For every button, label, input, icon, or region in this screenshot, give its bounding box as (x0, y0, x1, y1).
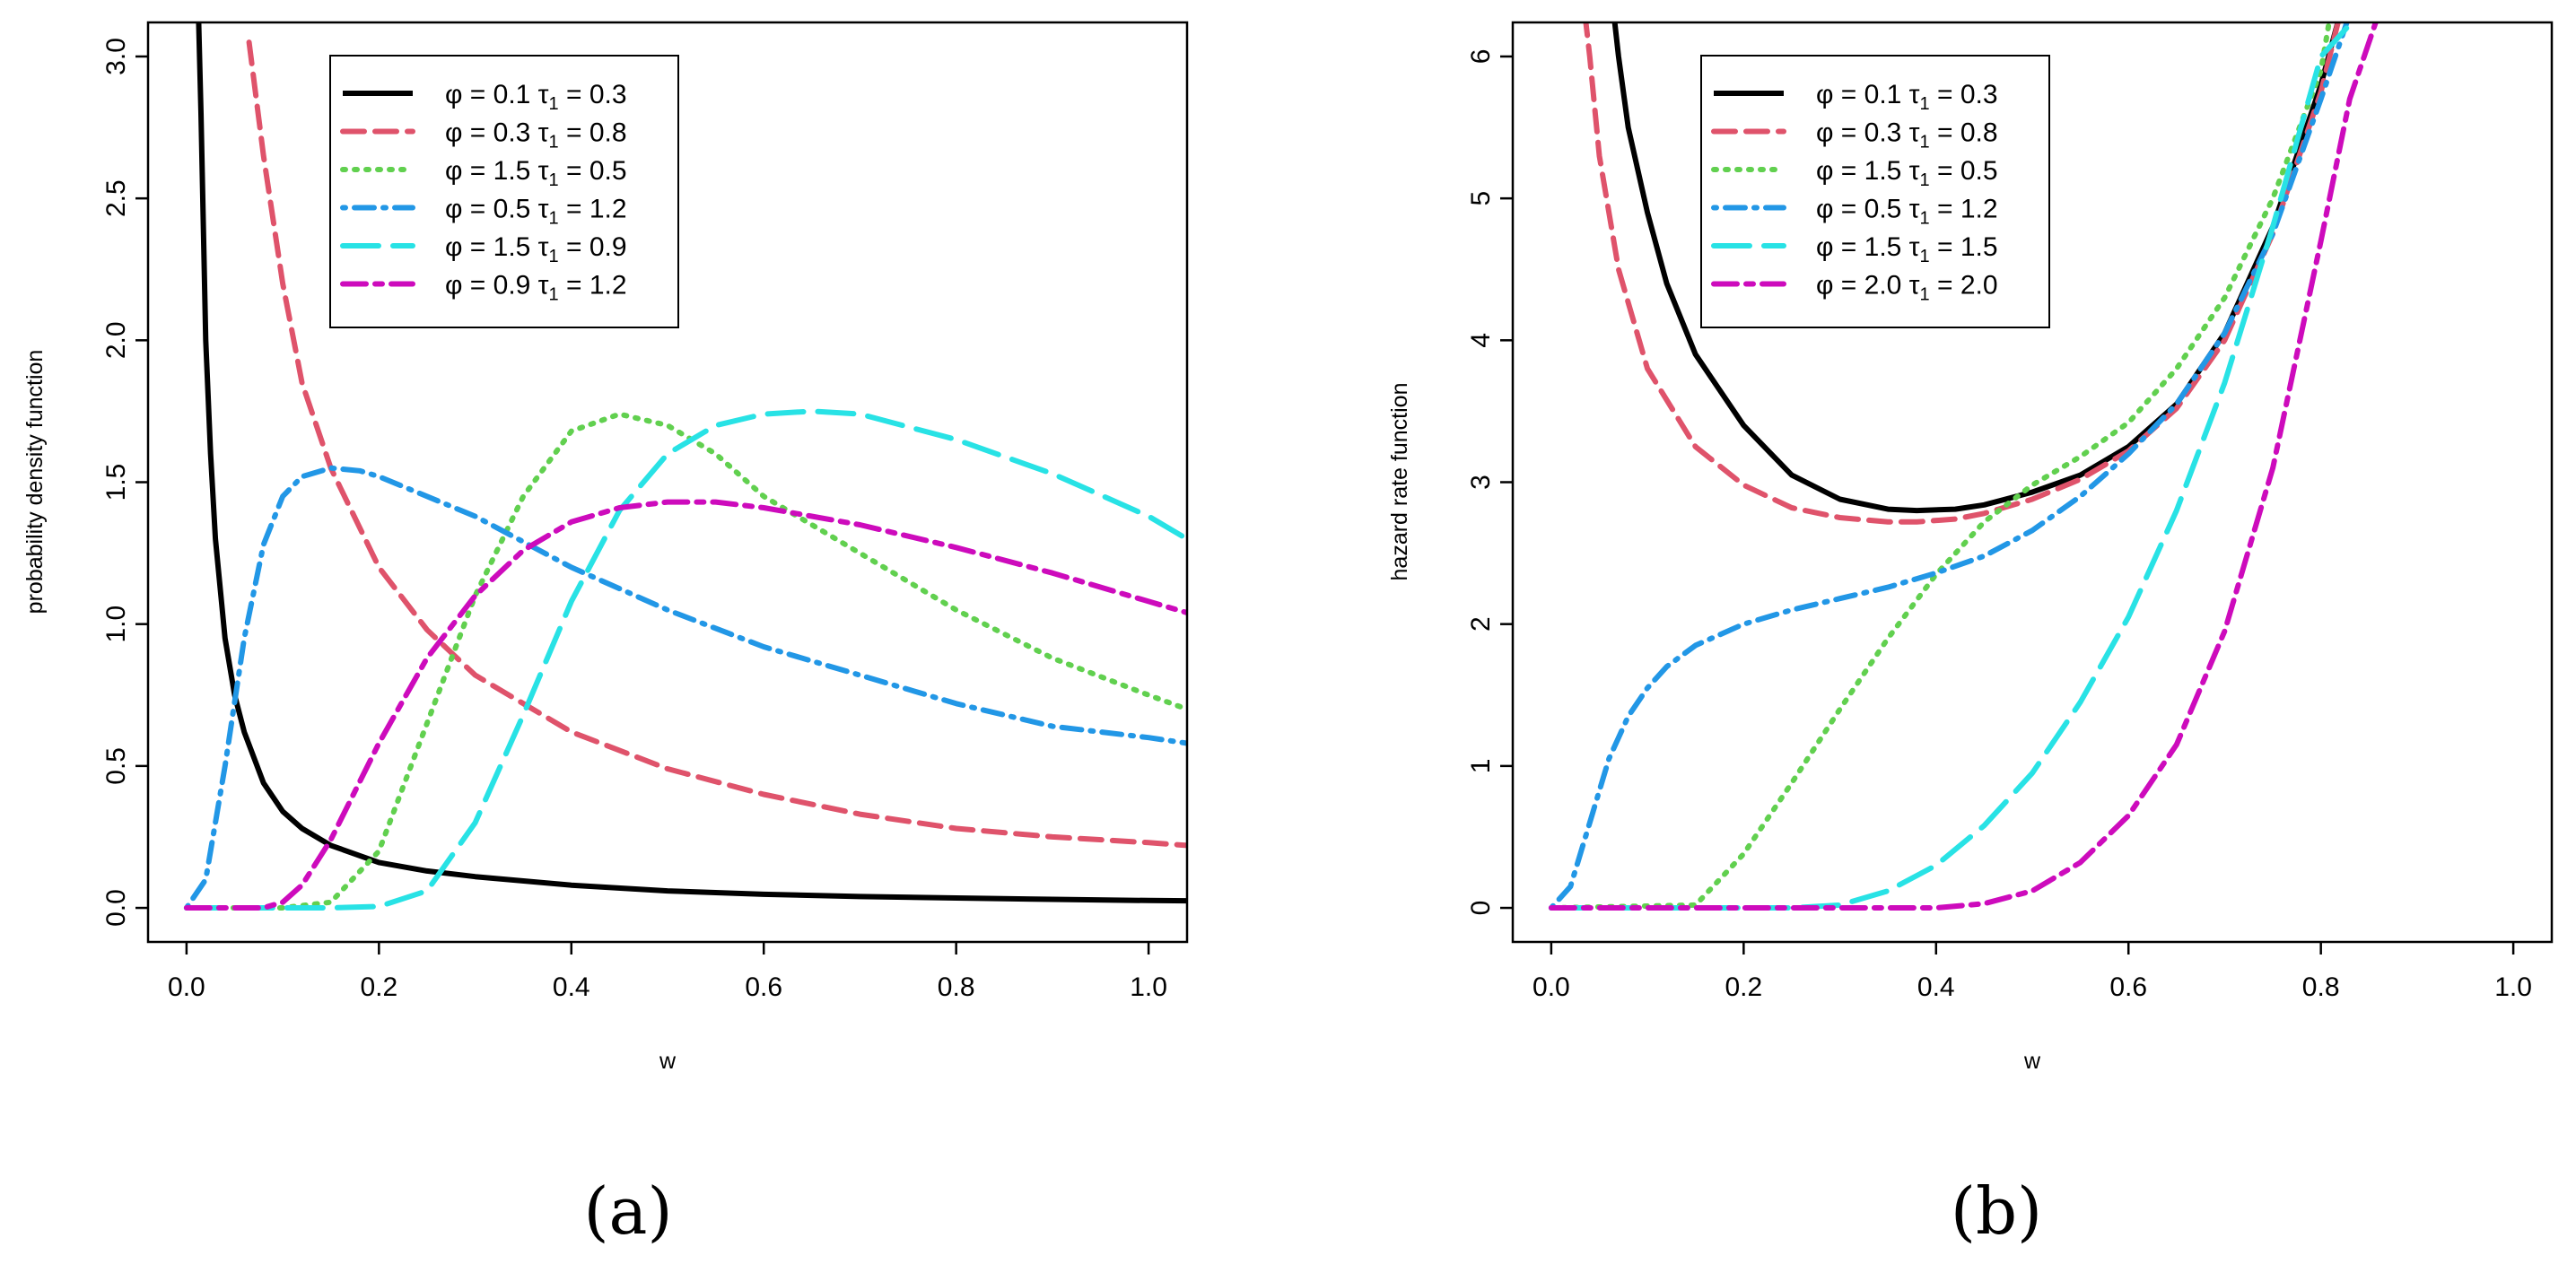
panel-a-y-tick-label: 3.0 (101, 38, 131, 75)
panel-b-y-tick-label: 2 (1466, 616, 1496, 632)
panel-a-legend: φ = 0.1 τ1 = 0.3φ = 0.3 τ1 = 0.8φ = 1.5 … (329, 55, 679, 328)
panel-a-legend-label-2: φ = 0.3 τ1 = 0.8 (445, 118, 627, 153)
panel-b-legend-label-5: φ = 1.5 τ1 = 1.5 (1816, 232, 1998, 266)
panel-a-curves (183, 22, 1187, 911)
panel-b-series-line-4 (1548, 22, 2350, 911)
panel-a-x-tick-label: 0.8 (938, 972, 975, 1002)
panel-b-y-tick-label: 0 (1466, 901, 1496, 916)
panel-a-legend-label-5: φ = 1.5 τ1 = 0.9 (445, 232, 627, 266)
panel-a-legend-label-1: φ = 0.1 τ1 = 0.3 (445, 80, 627, 114)
panel-b-curves (1548, 22, 2379, 911)
panel-b-series-line-3 (1548, 22, 2332, 911)
panel-b-x-axis-label: w (2023, 1049, 2041, 1074)
panel-b-legend-label-6: φ = 2.0 τ1 = 2.0 (1816, 271, 1998, 305)
panel-a-y-tick-label: 0.5 (101, 747, 131, 785)
panel-b-y-tick-label: 4 (1466, 333, 1496, 348)
panel-a-legend-label-4: φ = 0.5 τ1 = 1.2 (445, 195, 627, 229)
panel-a-x-tick-label: 0.6 (745, 972, 782, 1002)
panel-b-legend-label-3: φ = 1.5 τ1 = 0.5 (1816, 156, 1998, 190)
panel-a-x-tick-label: 1.0 (1130, 972, 1167, 1002)
panel-a-y-tick-label: 2.0 (101, 321, 131, 359)
panel-b-y-axis-label: hazard rate function (1387, 383, 1412, 581)
panel-b-x-tick-label: 0.4 (1917, 972, 1955, 1002)
panel-b-series-line-5 (1548, 22, 2356, 911)
panel-b-y-tick-label: 5 (1466, 191, 1496, 206)
panel-b-x-tick-label: 1.0 (2494, 972, 2532, 1002)
panel-a-legend-label-6: φ = 0.9 τ1 = 1.2 (445, 271, 627, 305)
panel-a: 0.0 0.2 0.4 0.6 0.8 1.00.00.51.01.52.02.53.0 … (22, 21, 1189, 1249)
panel-a-series-line-4 (183, 465, 1187, 911)
panel-b-y-tick-label: 3 (1466, 475, 1496, 490)
panel-b-x-tick-label: 0.8 (2302, 972, 2340, 1002)
panel-b-legend-label-2: φ = 0.3 τ1 = 0.8 (1816, 118, 1998, 153)
panel-a-series-line-5 (183, 408, 1187, 911)
panel-b-x-tick-label: 0.2 (1725, 972, 1762, 1002)
panel-a-x-tick-label: 0.0 (168, 972, 205, 1002)
panel-a-y-tick-label: 1.0 (101, 606, 131, 643)
panel-a-series-line-1 (196, 22, 1187, 904)
panel-b-legend-label-4: φ = 0.5 τ1 = 1.2 (1816, 195, 1998, 229)
panel-b-y-tick-label: 1 (1466, 759, 1496, 774)
panel-b-legend: φ = 0.1 τ1 = 0.3φ = 0.3 τ1 = 0.8φ = 1.5 … (1700, 55, 2050, 328)
panel-b: 0.0 0.2 0.4 0.6 0.8 1.0 0 1 2 3 4 5 6 w hazard rate … (1387, 21, 2554, 1249)
panel-a-series-line-3 (183, 411, 1187, 911)
panel-b-series-line-2 (1583, 22, 2341, 525)
panel-b-caption: (b) (1951, 1173, 2042, 1249)
panel-a-series-line-2 (246, 39, 1187, 849)
panel-a-y-tick-label: 0.0 (101, 889, 131, 927)
panel-b-legend-label-1: φ = 0.1 τ1 = 0.3 (1816, 80, 1998, 114)
panel-b-x-tick-label: 0.0 (1533, 972, 1570, 1002)
panel-a-axes: 0.0 0.2 0.4 0.6 0.8 1.0 0.0 0.5 1.0 1.5 2.0 2.5 3.0 (101, 38, 1167, 1002)
panel-a-y-tick-label: 1.5 (101, 464, 131, 501)
panel-a-x-axis-label: w (659, 1049, 677, 1074)
panel-a-legend-label-3: φ = 1.5 τ1 = 0.5 (445, 156, 627, 190)
panel-b-legend-box (1700, 55, 2050, 328)
panel-b-y-tick-label: 6 (1466, 49, 1496, 65)
panel-a-y-axis-label: probability density function (22, 350, 48, 615)
panel-b-x-tick-label: 0.6 (2109, 972, 2147, 1002)
panel-a-caption: (a) (583, 1173, 672, 1249)
panel-a-legend-box (329, 55, 679, 328)
panel-a-y-tick-label: 2.5 (101, 179, 131, 217)
panel-b-series-line-6 (1548, 22, 2379, 911)
panel-a-x-tick-label: 0.4 (553, 972, 590, 1002)
panel-b-axes: 0.0 0.2 0.4 0.6 0.8 1.0 0 1 2 3 4 5 6 (1466, 49, 2532, 1002)
panel-a-series-line-6 (183, 499, 1187, 911)
panel-a-x-tick-label: 0.2 (360, 972, 397, 1002)
